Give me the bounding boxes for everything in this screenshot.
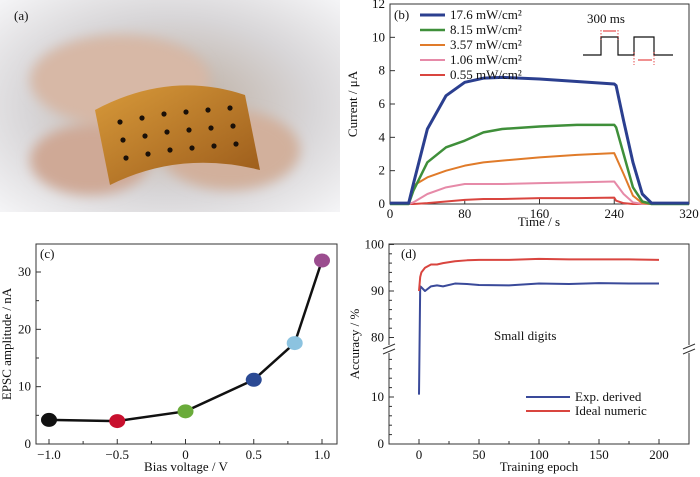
y-tick-label: 12: [372, 0, 385, 11]
x-tick-label: 0.5: [246, 447, 262, 462]
y-axis-title-c: EPSC amplitude / nA: [0, 287, 14, 400]
series-line: [418, 282, 659, 395]
x-tick-label: 0: [182, 447, 189, 462]
panel-label-c: (c): [40, 246, 54, 261]
electrode-dot: [227, 105, 233, 111]
data-line: [48, 260, 324, 423]
x-tick-label: 1.0: [314, 447, 330, 462]
x-tick-label: 160: [530, 206, 550, 221]
y-tick-label: 80: [371, 330, 384, 345]
electrode-dot: [161, 111, 167, 117]
y-tick-label: 0: [378, 436, 385, 451]
electrode-dot: [189, 145, 195, 151]
legend-label: Exp. derived: [575, 389, 642, 404]
series-line: [390, 180, 689, 205]
series-line: [390, 75, 689, 205]
y-tick-label: 30: [18, 264, 31, 279]
data-point: [245, 372, 262, 387]
y-tick-label: 2: [379, 163, 386, 178]
y-axis-title-b: Current / μA: [345, 70, 360, 137]
x-axis-title-c: Bias voltage / V: [144, 459, 229, 474]
y-tick-label: 4: [379, 129, 386, 144]
photo-flexible-device: (a): [0, 0, 340, 212]
electrode-dot: [230, 123, 236, 129]
electrode-dot: [208, 125, 214, 131]
series-line: [418, 257, 660, 292]
y-tick-label: 20: [18, 321, 31, 336]
panel-label-b: (b): [394, 7, 409, 22]
x-tick-label: 80: [458, 206, 471, 221]
legend-label: Ideal numeric: [575, 403, 647, 418]
electrode-dot: [186, 127, 192, 133]
axis-break-marks: [382, 343, 696, 355]
x-tick-label: 320: [679, 206, 699, 221]
electrode-dot: [139, 115, 145, 121]
y-tick-label: 8: [379, 63, 386, 78]
electrode-dot: [123, 155, 129, 161]
legend-label: 0.55 mW/cm²: [450, 67, 522, 82]
x-tick-label: −1.0: [37, 447, 61, 462]
annotation-small-digits: Small digits: [494, 328, 556, 343]
legend-label: 3.57 mW/cm²: [450, 37, 522, 52]
y-tick-label: 100: [365, 237, 385, 252]
x-tick-label: 240: [605, 206, 625, 221]
x-tick-label: 50: [473, 447, 486, 462]
y-tick-label: 10: [372, 29, 385, 44]
x-axis-title-b: Time / s: [518, 214, 560, 229]
data-point: [109, 414, 126, 429]
data-point: [286, 336, 303, 351]
electrode-dot: [120, 137, 126, 143]
y-tick-label: 90: [371, 283, 384, 298]
panel-label-d: (d): [401, 246, 416, 261]
electrode-dot: [205, 107, 211, 113]
electrode-dot: [233, 141, 239, 147]
x-tick-label: 0: [416, 447, 423, 462]
y-tick-label: 10: [18, 379, 31, 394]
chart-d-accuracy-vs-epoch: 0 50 100 150 200 0 10 80 90 100 Exp. derivedIdeal…: [347, 237, 696, 474]
series-line: [390, 152, 689, 205]
y-tick-label: 10: [371, 389, 384, 404]
electrode-dot: [145, 151, 151, 157]
x-axis-title-d: Training epoch: [500, 459, 579, 474]
electrode-dot: [211, 143, 217, 149]
panel-label-a: (a): [14, 8, 28, 23]
data-point: [41, 412, 57, 427]
y-tick-label: 0: [379, 196, 386, 211]
x-tick-label: −0.5: [105, 447, 129, 462]
electrode-dot: [142, 133, 148, 139]
legend-label: 8.15 mW/cm²: [450, 22, 522, 37]
x-tick-label: 200: [649, 447, 669, 462]
series-line: [390, 123, 689, 206]
x-tick-label: 150: [589, 447, 609, 462]
x-tick-label: 100: [529, 447, 549, 462]
y-axis-title-d: Accuracy / %: [347, 308, 362, 379]
electrode-dot: [167, 147, 173, 153]
x-tick-label: 0: [387, 206, 394, 221]
y-tick-label: 0: [25, 436, 32, 451]
electrode-dot: [164, 129, 170, 135]
series-line: [390, 196, 689, 205]
pulse-inset: 300 ms: [583, 11, 673, 65]
flexible-chip: [95, 85, 260, 185]
legend-label: 1.06 mW/cm²: [450, 52, 522, 67]
plot-frame-d: [388, 243, 690, 445]
electrode-dot: [117, 119, 123, 125]
inset-300ms-label: 300 ms: [587, 11, 625, 26]
legend-label: 17.6 mW/cm²: [450, 7, 522, 22]
chart-c-epsc-vs-bias: −1.0 −0.5 0 0.5 1.0 0 10 20 30 (c) Bias voltage …: [0, 243, 338, 474]
plot-frame-c: [35, 243, 338, 445]
data-point: [314, 253, 330, 268]
y-tick-label: 6: [379, 96, 386, 111]
data-point: [177, 404, 194, 419]
electrode-dot: [183, 109, 189, 115]
